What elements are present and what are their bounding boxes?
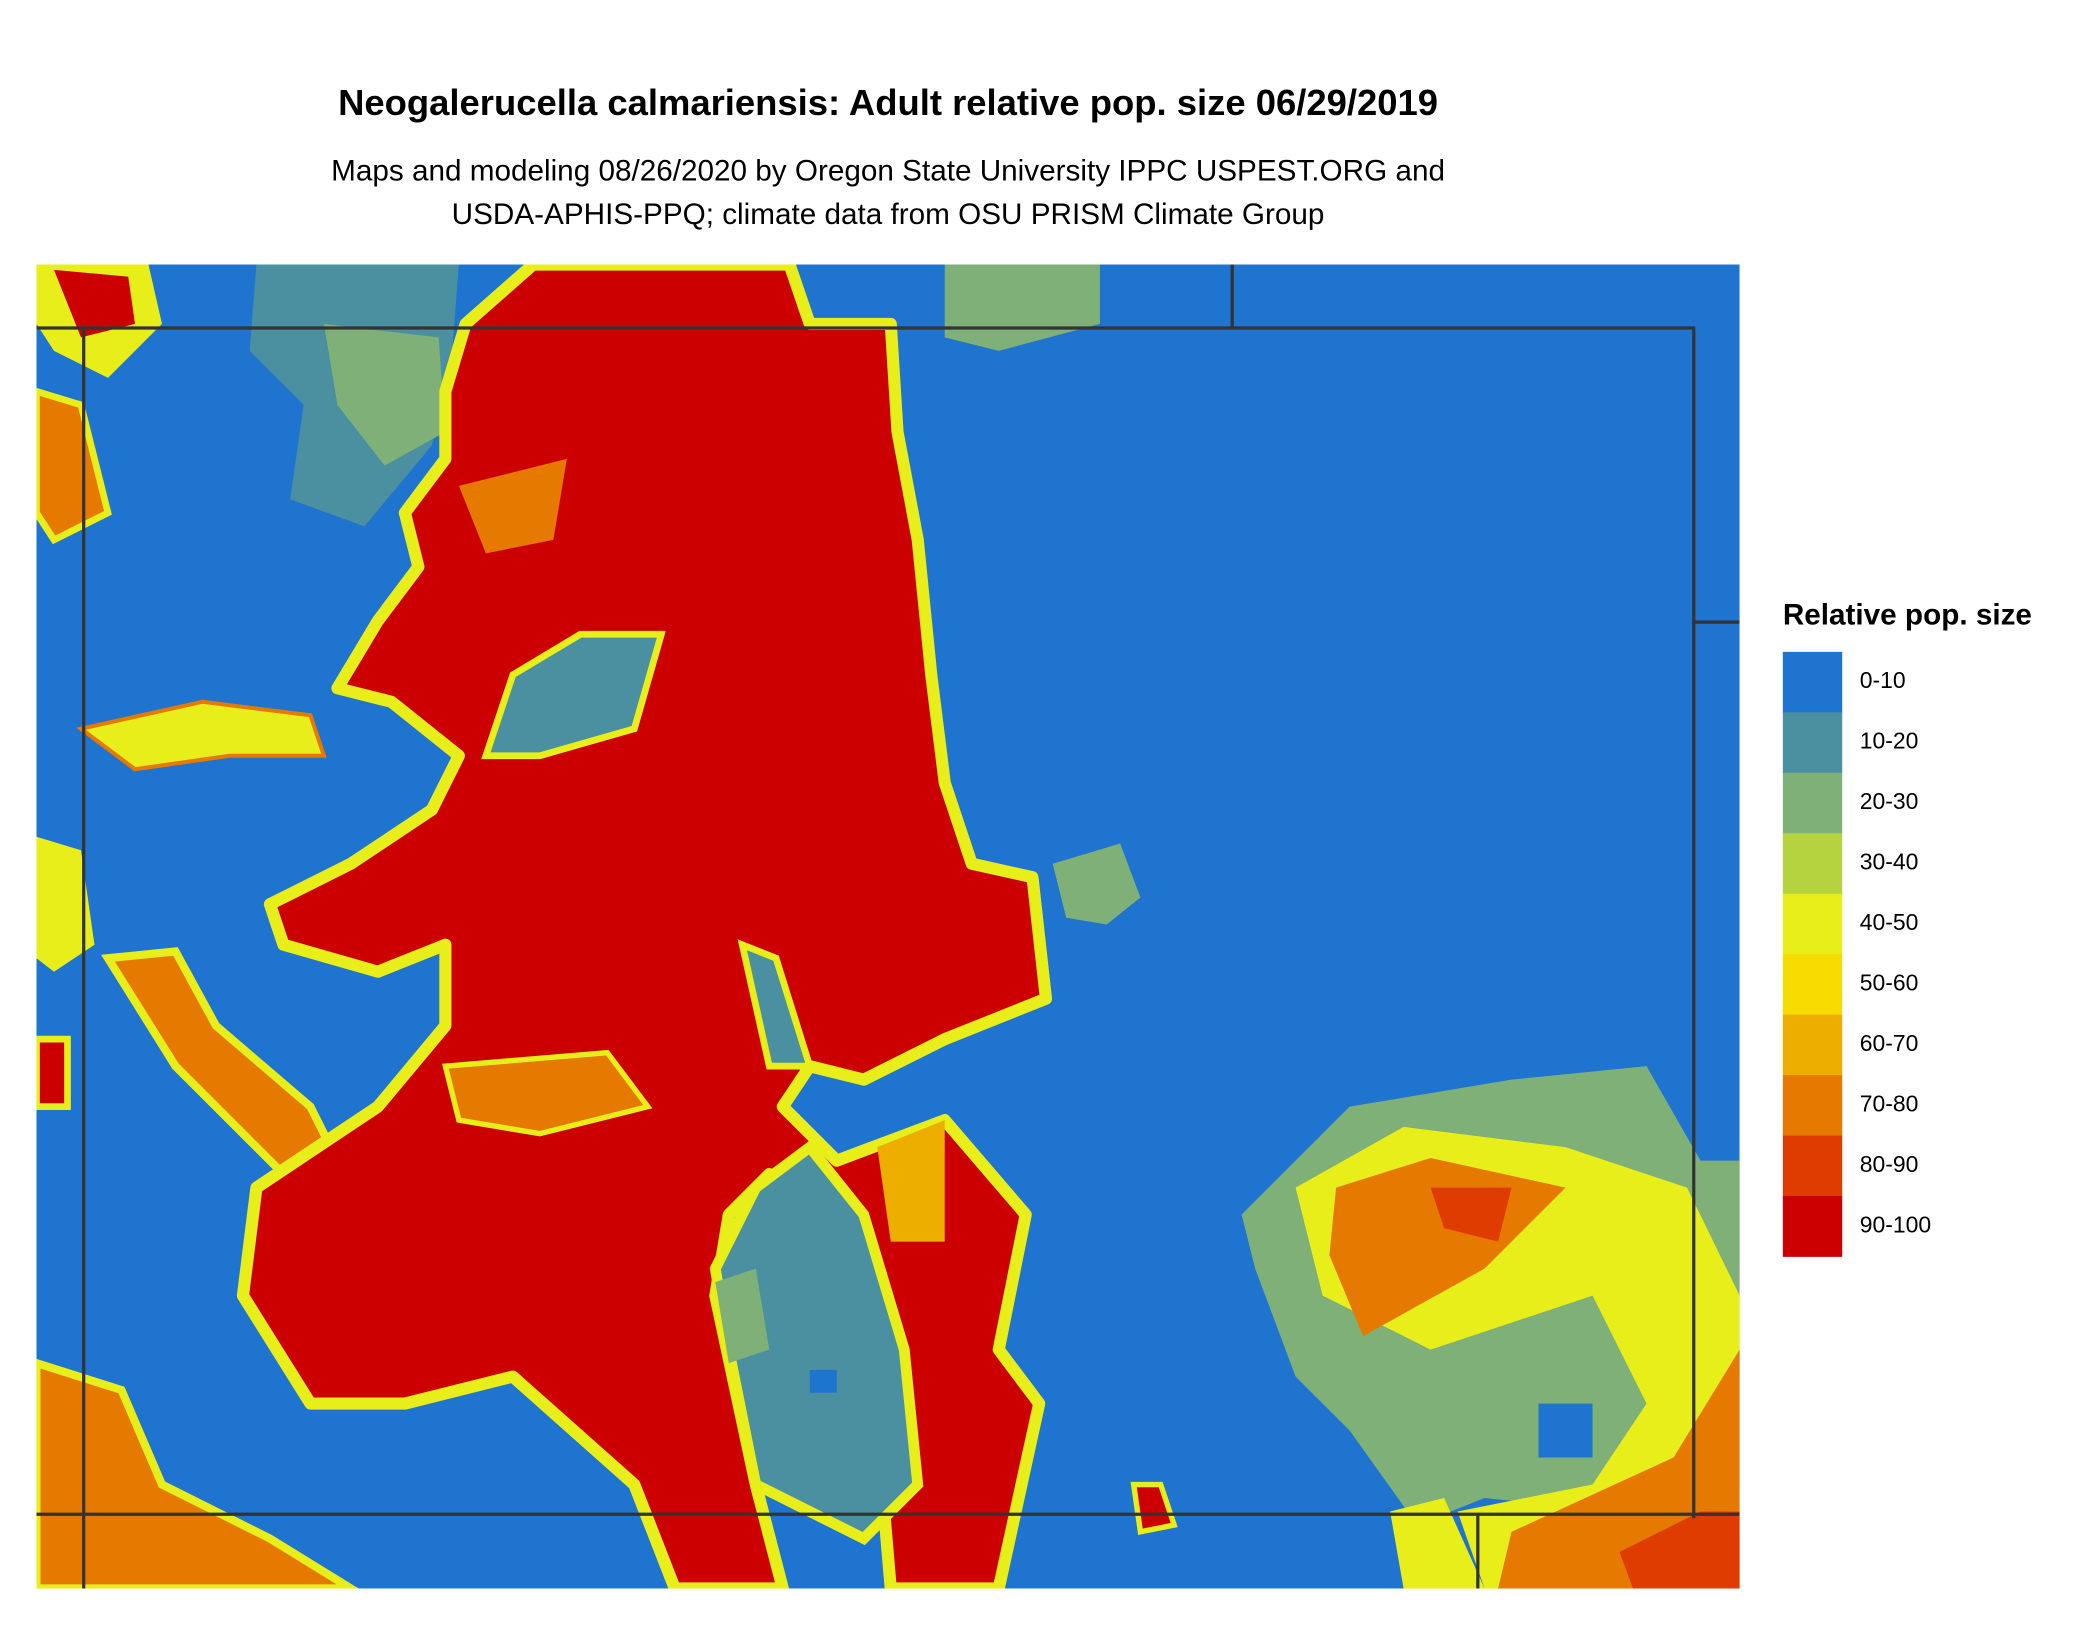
region <box>36 387 112 545</box>
region <box>36 836 95 972</box>
state-border <box>36 326 1696 1519</box>
legend-swatch <box>1782 712 1843 774</box>
region <box>1619 1511 1740 1589</box>
legend-swatch <box>1782 893 1843 955</box>
region <box>737 939 815 1070</box>
region <box>1052 843 1141 925</box>
region <box>76 699 327 772</box>
legend-label: 60-70 <box>1860 1030 1919 1056</box>
legend-title: Relative pop. size <box>1783 599 2032 632</box>
legend-swatch <box>1782 1135 1843 1197</box>
region <box>36 1035 71 1111</box>
subtitle: Maps and modeling 08/26/2020 by Oregon S… <box>331 155 1445 188</box>
region <box>458 458 567 554</box>
region <box>36 1358 359 1589</box>
region <box>1130 1481 1178 1535</box>
legend-label: 70-80 <box>1860 1090 1919 1116</box>
legend-swatch <box>1782 1014 1843 1076</box>
region <box>809 1369 837 1393</box>
region <box>1430 1187 1512 1242</box>
region <box>323 323 446 466</box>
legend-swatch <box>1782 833 1843 895</box>
legend-label: 20-30 <box>1860 788 1919 814</box>
region <box>54 269 135 338</box>
region <box>1390 1498 1485 1589</box>
legend-swatch <box>1782 1196 1843 1257</box>
map <box>36 264 1740 1589</box>
subtitle: USDA-APHIS-PPQ; climate data from OSU PR… <box>452 198 1325 231</box>
region <box>715 1268 770 1364</box>
legend-label: 50-60 <box>1860 969 1919 995</box>
legend-swatch <box>1782 772 1843 834</box>
legend-label: 80-90 <box>1860 1151 1919 1177</box>
legend-swatch <box>1782 651 1843 713</box>
legend-label: 30-40 <box>1860 849 1919 875</box>
legend-label: 10-20 <box>1860 728 1919 754</box>
legend-label: 40-50 <box>1860 909 1919 935</box>
map-title: Neogalerucella calmariensis: Adult relat… <box>338 82 1438 123</box>
region <box>877 1120 945 1242</box>
legend-label: 0-10 <box>1860 667 1906 693</box>
legend-swatch <box>1782 1075 1843 1136</box>
region <box>1538 1403 1593 1458</box>
legend-label: 90-100 <box>1860 1211 1931 1237</box>
legend-swatch <box>1782 954 1843 1016</box>
legend: 0-10 10-20 20-30 30-40 40-50 50-60 60-70 70-80 8… <box>1782 651 1931 1257</box>
region <box>481 630 666 760</box>
region <box>441 1049 653 1137</box>
